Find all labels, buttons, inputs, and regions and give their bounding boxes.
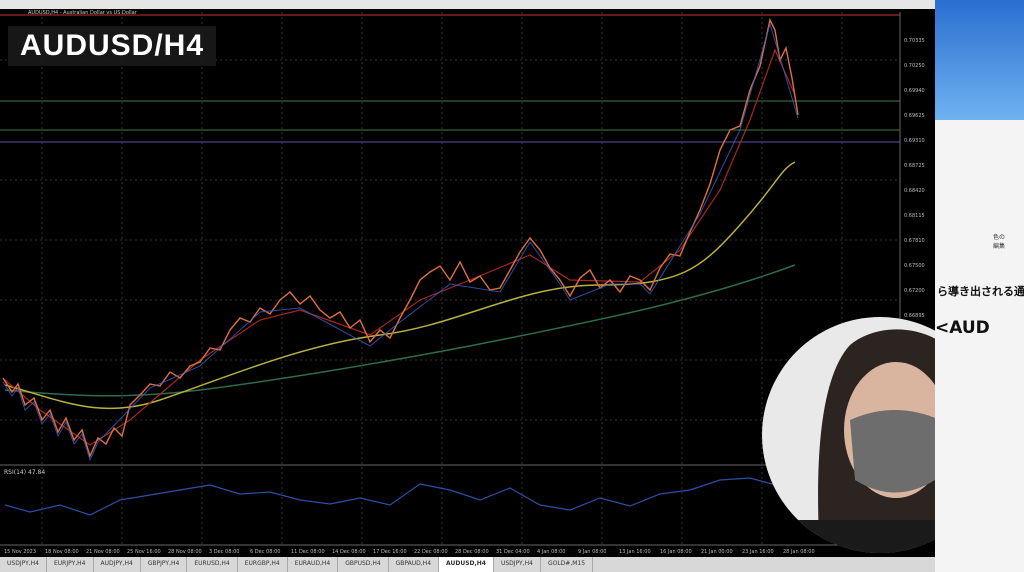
window-title: AUDUSD,H4 - Australian Dollar vs US Doll… bbox=[28, 10, 137, 16]
time-label: 17 Dec 16:00 bbox=[373, 549, 407, 555]
time-label: 25 Nov 16:00 bbox=[127, 549, 161, 555]
price-label: 0.66895 bbox=[904, 313, 925, 319]
symbol-tab[interactable]: AUDUSD,H4 bbox=[439, 557, 494, 572]
ma-long bbox=[4, 264, 796, 397]
side-text: <AUD bbox=[935, 318, 990, 338]
side-text: ら導き出される通 bbox=[937, 285, 1024, 298]
symbol-tab[interactable]: EURGBP,H4 bbox=[238, 557, 288, 572]
price-axis: 0.70335 0.70250 0.69940 0.69625 0.69310 0.687… bbox=[904, 38, 925, 344]
time-label: 18 Nov 08:00 bbox=[45, 549, 79, 555]
time-label: 13 Jan 16:00 bbox=[619, 549, 651, 555]
chart-window: RSI(14) 47.84 0.70335 0.70250 0.69940 0.696… bbox=[0, 0, 935, 557]
indicator-label: RSI(14) 47.84 bbox=[4, 469, 45, 476]
time-label: 4 Jan 08:00 bbox=[537, 549, 565, 555]
symbol-tab[interactable]: GOLD#,M15 bbox=[541, 557, 594, 572]
time-label: 3 Dec 08:00 bbox=[209, 549, 239, 555]
time-label: 6 Dec 08:00 bbox=[250, 549, 280, 555]
toolbar bbox=[0, 0, 935, 9]
time-label: 22 Dec 08:00 bbox=[414, 549, 448, 555]
price-path-down bbox=[2, 22, 799, 462]
time-label: 28 Nov 08:00 bbox=[168, 549, 202, 555]
time-label: 28 Jan 08:00 bbox=[783, 549, 815, 555]
desktop-bg bbox=[935, 0, 1024, 120]
time-label: 16 Jan 08:00 bbox=[660, 549, 692, 555]
time-axis: 15 Nov 2023 18 Nov 08:00 21 Nov 08:00 25 No… bbox=[4, 549, 815, 555]
price-label: 0.69940 bbox=[904, 88, 925, 94]
side-panel bbox=[935, 120, 1024, 572]
price-label: 0.67500 bbox=[904, 263, 925, 269]
ma-mid bbox=[4, 161, 796, 410]
price-label: 0.68725 bbox=[904, 163, 925, 169]
mask bbox=[850, 410, 935, 493]
rsi-line bbox=[4, 477, 781, 516]
price-label: 0.70335 bbox=[904, 38, 925, 44]
price-label: 0.69310 bbox=[904, 138, 925, 144]
time-label: 28 Dec 08:00 bbox=[455, 549, 489, 555]
symbol-tab[interactable]: USDJPY,H4 bbox=[0, 557, 47, 572]
symbol-tab[interactable]: EURJPY,H4 bbox=[47, 557, 94, 572]
symbol-tab[interactable]: EURAUD,H4 bbox=[288, 557, 339, 572]
time-label: 23 Jan 16:00 bbox=[742, 549, 774, 555]
time-label: 21 Nov 08:00 bbox=[86, 549, 120, 555]
price-label: 0.68115 bbox=[904, 213, 925, 219]
price-label: 0.69625 bbox=[904, 113, 925, 119]
price-path bbox=[2, 17, 799, 458]
symbol-tab[interactable]: EURUSD,H4 bbox=[187, 557, 238, 572]
time-label: 31 Dec 04:00 bbox=[496, 549, 530, 555]
price-label: 0.67200 bbox=[904, 288, 925, 294]
symbol-tab[interactable]: GBPAUD,H4 bbox=[389, 557, 440, 572]
symbol-tab[interactable]: GBPJPY,H4 bbox=[141, 557, 188, 572]
tab-bar: USDJPY,H4 EURJPY,H4 AUDJPY,H4 GBPJPY,H4 EURU… bbox=[0, 557, 935, 572]
price-label: 0.68420 bbox=[904, 188, 925, 194]
symbol-tab[interactable]: GBPUSD,H4 bbox=[338, 557, 389, 572]
price-label: 0.67810 bbox=[904, 238, 925, 244]
symbol-tab[interactable]: AUDJPY,H4 bbox=[94, 557, 141, 572]
symbol-tab[interactable]: USDJPY,H4 bbox=[494, 557, 541, 572]
time-label: 14 Dec 08:00 bbox=[332, 549, 366, 555]
grid bbox=[0, 12, 900, 545]
ma-short bbox=[4, 48, 796, 446]
price-label: 0.70250 bbox=[904, 63, 925, 69]
time-label: 15 Nov 2023 bbox=[4, 549, 36, 555]
time-label: 9 Jan 08:00 bbox=[578, 549, 606, 555]
time-label: 21 Jan 00:00 bbox=[701, 549, 733, 555]
symbol-badge: AUDUSD/H4 bbox=[8, 26, 217, 66]
tool-label: 色の編集 bbox=[993, 234, 1006, 250]
time-label: 11 Dec 08:00 bbox=[291, 549, 325, 555]
webcam bbox=[762, 317, 935, 553]
